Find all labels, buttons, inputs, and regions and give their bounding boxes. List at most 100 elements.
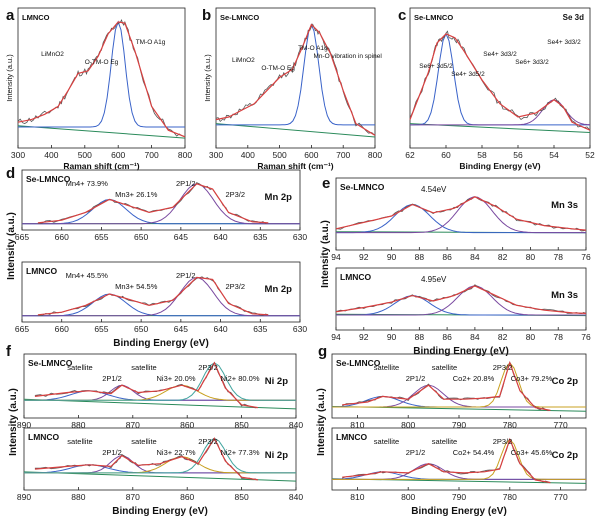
panel-d-0-frame (21, 169, 301, 231)
panel-f-xlabel: Binding Energy (eV) (112, 506, 208, 517)
panel-b-ylabel: Intensity (a.u.) (203, 54, 212, 102)
panel-e-0-frame (335, 177, 587, 251)
panel-d-title: Mn 2p (265, 192, 293, 203)
panel-a-tick-label: 700 (145, 150, 159, 160)
panel-f-peak-label: 2P3/2 (198, 363, 218, 372)
panel-d-1-frame (21, 261, 301, 323)
panel-d-peak-label: Mn4+ 45.5% (66, 271, 109, 280)
panel-f-peak-label: 2P1/2 (102, 374, 122, 383)
panel-e-1-data-line (335, 284, 587, 315)
panel-f-0-frame (23, 353, 297, 419)
panel-f-letter: f (6, 343, 12, 360)
panel-e-1-tick-label: 82 (498, 332, 508, 342)
panel-g-0-component (332, 384, 586, 408)
panel-c-tick-label: 60 (441, 150, 451, 160)
panel-g-letter: g (318, 343, 327, 360)
panel-f-sample-label: LMNCO (28, 432, 60, 442)
panel-f-peak-label: satellite (131, 437, 156, 446)
panel-c-tick-label: 58 (477, 150, 487, 160)
panel-d-peak-label: 2P1/2 (176, 179, 196, 188)
panel-b-tick-label: 400 (241, 150, 255, 160)
panel-d-1-tick-label: 660 (55, 324, 69, 334)
panel-b-tick-label: 300 (209, 150, 223, 160)
panel-e-0-tick-label: 82 (498, 252, 508, 262)
panel-g-peak-label: satellite (374, 363, 399, 372)
panel-f-peak-label: satellite (67, 363, 92, 372)
panel-g-sample-label: LMNCO (336, 432, 368, 442)
panel-g-0-tick-label: 810 (350, 420, 364, 430)
panel-g-0-tick-label: 780 (503, 420, 517, 430)
panel-a-ylabel: Intensity (a.u.) (5, 54, 14, 102)
panel-g-peak-label: satellite (432, 437, 457, 446)
panel-c-tick-label: 54 (549, 150, 559, 160)
panel-g-title: Co 2p (552, 376, 579, 387)
panel-f-peak-label: 2P1/2 (102, 448, 122, 457)
panel-f-0-tick-label: 850 (235, 420, 249, 430)
panel-b-xlabel: Raman shift (cm⁻¹) (257, 161, 333, 171)
panel-b-tick-label: 500 (273, 150, 287, 160)
panel-e-1-tick-label: 94 (331, 332, 341, 342)
panel-e-0-tick-label: 88 (415, 252, 425, 262)
panel-b-tick-label: 700 (336, 150, 350, 160)
panel-d-1-tick-label: 655 (94, 324, 108, 334)
panel-d-0-envelope (37, 183, 269, 224)
panel-g-peak-label: 2P3/2 (493, 437, 513, 446)
panel-b-data-line (215, 23, 376, 136)
panel-d-peak-label: Mn3+ 26.1% (115, 190, 158, 199)
panel-g-title: Co 2p (552, 450, 579, 461)
panel-f-peak-label: Ni3+ 20.0% (157, 374, 196, 383)
panel-e-0-tick-label: 94 (331, 252, 341, 262)
panel-c-frame (409, 7, 591, 149)
panel-e-sample-label: LMNCO (340, 272, 372, 282)
panel-e-1-tick-label: 80 (526, 332, 536, 342)
panel-f-title: Ni 2p (265, 450, 288, 461)
panel-f-peak-label: satellite (131, 363, 156, 372)
panel-d-1-component (22, 276, 300, 317)
panel-g-1-tick-label: 810 (350, 492, 364, 502)
panel-b-tick-label: 600 (304, 150, 318, 160)
panel-e-1-tick-label: 86 (442, 332, 452, 342)
panel-d-peak-label: Mn4+ 73.9% (66, 179, 109, 188)
panel-g-peak-label: satellite (374, 437, 399, 446)
panel-c-component (410, 99, 591, 126)
panel-g-1-tick-label: 790 (452, 492, 466, 502)
panel-e-1-tick-label: 76 (581, 332, 591, 342)
panel-f-1-envelope (34, 437, 258, 481)
panel-a-envelope (17, 21, 186, 138)
panel-a-tick-label: 600 (111, 150, 125, 160)
panel-e-splitting-label: 4.54eV (421, 185, 447, 194)
panel-c-data-line (409, 30, 591, 131)
panel-d-0-tick-label: 630 (293, 232, 307, 242)
panel-d-peak-label: Mn3+ 54.5% (115, 282, 158, 291)
panel-g-peak-label: Co3+ 45.6% (511, 448, 553, 457)
panel-f-title: Ni 2p (265, 376, 288, 387)
panel-e-1-frame (335, 267, 587, 331)
panel-f-0-component (24, 362, 296, 401)
panel-e-splitting-label: 4.95eV (421, 275, 447, 284)
panel-f-1-baseline (23, 471, 297, 482)
panel-f-1-tick-label: 840 (289, 492, 303, 502)
panel-d-ylabel: Intensity (a.u.) (6, 212, 17, 280)
panel-g-1-component (332, 438, 586, 480)
panel-a-sample-label: LMNCO (22, 13, 50, 22)
panel-e-1-tick-label: 84 (470, 332, 480, 342)
panel-a-tick-label: 300 (11, 150, 25, 160)
panel-d-0-component (22, 183, 300, 225)
panel-c-letter: c (398, 7, 406, 24)
panel-b-sample-label: Se-LMNCO (220, 13, 259, 22)
panel-f-peak-label: Ni3+ 22.7% (157, 448, 196, 457)
panel-f-1-tick-label: 880 (71, 492, 85, 502)
panel-e-title: Mn 3s (551, 290, 578, 301)
panel-g-1-tick-label: 780 (503, 492, 517, 502)
panel-a-xlabel: Raman shift (cm⁻¹) (63, 161, 139, 171)
panel-c-annotation: Se4+ 3d5/2 (451, 71, 485, 78)
panel-d-1-tick-label: 640 (213, 324, 227, 334)
panel-g-0-envelope (342, 360, 551, 411)
panel-d-0-tick-label: 655 (94, 232, 108, 242)
panel-d-1-tick-label: 645 (174, 324, 188, 334)
panel-g-xlabel: Binding Energy (eV) (411, 506, 507, 517)
panel-e-0-envelope (335, 196, 587, 231)
panel-d-1-tick-label: 650 (134, 324, 148, 334)
panel-d-sample-label: LMNCO (26, 266, 58, 276)
